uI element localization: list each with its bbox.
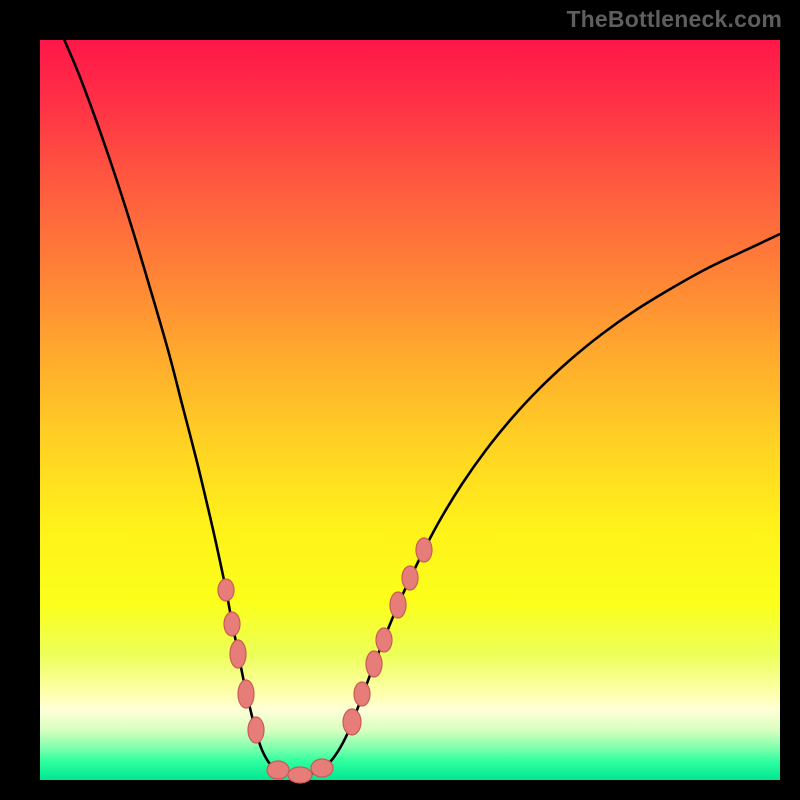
data-marker bbox=[311, 759, 333, 777]
data-marker bbox=[343, 709, 361, 735]
data-marker bbox=[238, 680, 254, 708]
data-marker bbox=[390, 592, 406, 618]
data-marker bbox=[288, 767, 312, 783]
chart-canvas: TheBottleneck.com bbox=[0, 0, 800, 800]
data-marker bbox=[248, 717, 264, 743]
data-marker bbox=[416, 538, 432, 562]
data-marker bbox=[376, 628, 392, 652]
curve-overlay bbox=[0, 0, 800, 800]
data-marker bbox=[366, 651, 382, 677]
data-marker bbox=[402, 566, 418, 590]
data-marker bbox=[230, 640, 246, 668]
data-marker bbox=[218, 579, 234, 601]
data-marker bbox=[354, 682, 370, 706]
watermark-text: TheBottleneck.com bbox=[566, 6, 782, 33]
bottleneck-curve bbox=[60, 30, 292, 775]
data-marker bbox=[224, 612, 240, 636]
data-marker bbox=[267, 761, 289, 779]
